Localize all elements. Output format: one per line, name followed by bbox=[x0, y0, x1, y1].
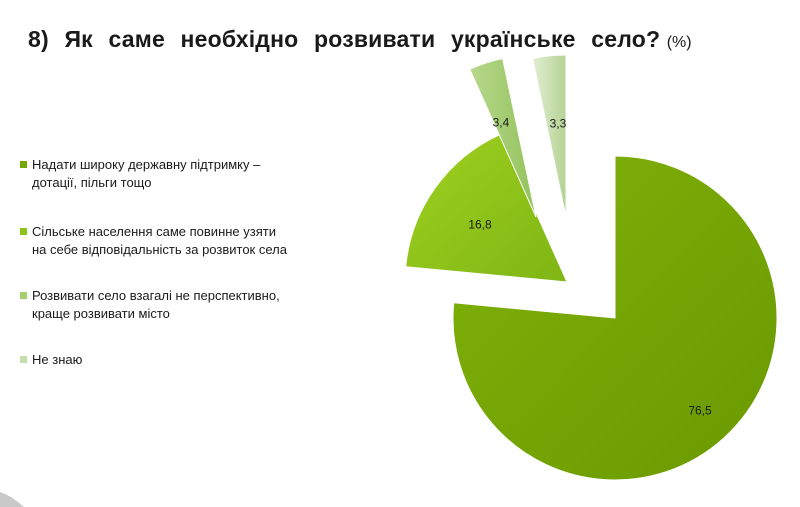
pie-slice-3 bbox=[469, 57, 537, 218]
legend-item-1: Надати широку державну підтримку – дотац… bbox=[20, 156, 292, 192]
pie-slice-2 bbox=[405, 133, 568, 283]
legend-label-2: Сільське населення саме повинне узяти на… bbox=[32, 224, 287, 257]
chart-unit: (%) bbox=[666, 34, 692, 51]
corner-decoration bbox=[0, 492, 24, 507]
legend-item-2: Сільське населення саме повинне узяти на… bbox=[20, 223, 292, 259]
slice-value-label-2: 16,8 bbox=[468, 218, 492, 232]
legend-swatch-4 bbox=[20, 356, 27, 363]
legend-swatch-3 bbox=[20, 292, 27, 299]
page-title: 8) Як саме необхідно розвивати українськ… bbox=[28, 26, 788, 53]
chart-title: 8) Як саме необхідно розвивати українськ… bbox=[28, 26, 661, 52]
legend-label-3: Розвивати село взагалі не перспективно, … bbox=[32, 288, 280, 321]
legend-item-4: Не знаю bbox=[20, 351, 292, 369]
slice-value-label-1: 76,5 bbox=[688, 404, 712, 418]
legend-label-1: Надати широку державну підтримку – дотац… bbox=[32, 157, 261, 190]
legend-item-3: Розвивати село взагалі не перспективно, … bbox=[20, 287, 292, 323]
legend-label-4: Не знаю bbox=[32, 352, 83, 367]
legend-swatch-1 bbox=[20, 161, 27, 168]
slice-value-label-4: 3,3 bbox=[550, 116, 567, 130]
legend-swatch-2 bbox=[20, 228, 27, 235]
pie-slice-4 bbox=[532, 54, 567, 218]
slice-value-label-3: 3,4 bbox=[493, 116, 510, 130]
pie-slice-1 bbox=[452, 155, 778, 481]
